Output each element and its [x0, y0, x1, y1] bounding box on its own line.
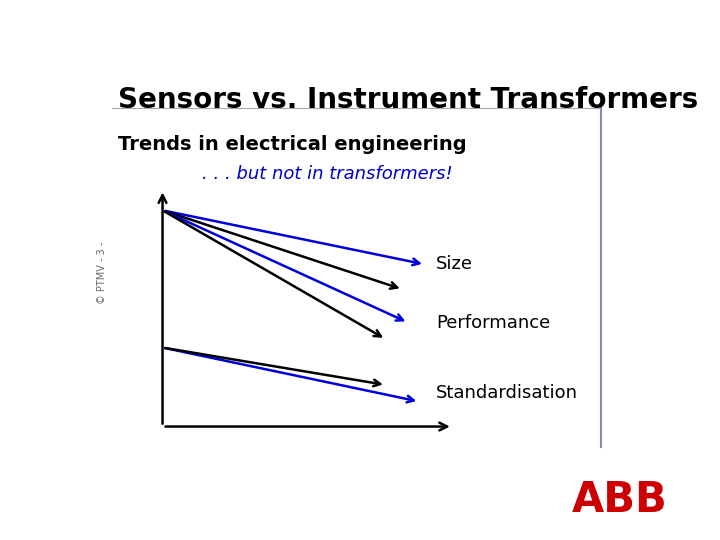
- Text: Sensors vs. Instrument Transformers: Sensors vs. Instrument Transformers: [118, 85, 698, 113]
- Text: © PTMV - 3 -: © PTMV - 3 -: [96, 241, 107, 304]
- Text: Size: Size: [436, 255, 473, 273]
- Text: . . . but not in transformers!: . . . but not in transformers!: [202, 165, 452, 183]
- Text: Trends in electrical engineering: Trends in electrical engineering: [118, 136, 467, 154]
- Text: Performance: Performance: [436, 314, 550, 332]
- Text: ABB: ABB: [572, 478, 667, 521]
- Text: Standardisation: Standardisation: [436, 384, 578, 402]
